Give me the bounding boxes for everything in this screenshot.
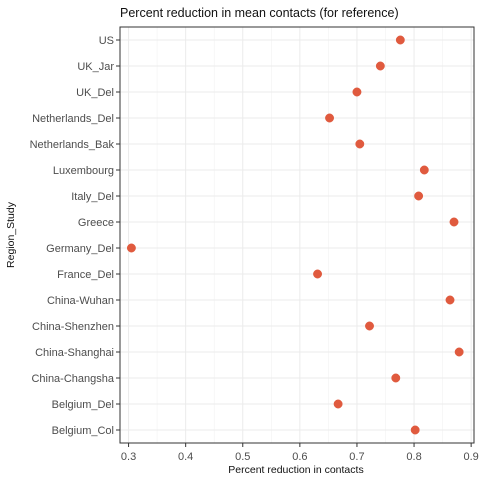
x-tick-label: 0.8 [406, 451, 421, 463]
data-point [395, 35, 405, 45]
data-point [313, 269, 323, 279]
data-point [375, 61, 385, 71]
data-point [325, 113, 334, 123]
plot-layer: 0.3 0.4 0.5 0.6 0.7 0.8 0.9 US UK_Jar UK_Del Nethe… [30, 26, 479, 463]
data-point [419, 165, 429, 175]
data-point [454, 347, 464, 357]
y-tick-label: China-Changsha [31, 373, 114, 385]
data-point [445, 295, 455, 305]
x-tick-label: 0.9 [463, 451, 478, 463]
y-tick-label: UK_Del [76, 87, 114, 99]
y-tick-label: China-Shanghai [35, 347, 114, 359]
y-tick-label: Italy_Del [71, 191, 114, 203]
y-tick-label: Netherlands_Bak [30, 139, 115, 151]
data-point [333, 399, 343, 409]
x-axis-label: Percent reduction in contacts [228, 464, 363, 476]
y-tick-label: Belgium_Col [52, 425, 114, 437]
y-tick-label: Germany_Del [46, 243, 114, 255]
y-tick-label: US [99, 35, 114, 47]
x-tick-label: 0.3 [121, 451, 136, 463]
x-tick-label: 0.6 [292, 451, 307, 463]
plot-background [120, 27, 474, 443]
x-tick-label: 0.7 [349, 451, 364, 463]
y-tick-label: Luxembourg [53, 165, 114, 177]
data-point [449, 217, 459, 227]
data-point [355, 139, 365, 149]
x-tick-label: 0.4 [178, 451, 193, 463]
data-point [126, 243, 136, 253]
data-point [410, 425, 420, 435]
data-point [352, 87, 362, 97]
y-tick-label: China-Wuhan [47, 295, 114, 307]
data-point [365, 321, 374, 331]
y-tick-label: Greece [78, 217, 114, 229]
y-tick-label: Netherlands_Del [32, 113, 114, 125]
data-point [391, 373, 401, 383]
y-tick-label: France_Del [57, 269, 114, 281]
y-tick-label: UK_Jar [77, 61, 114, 73]
y-axis-label: Region_Study [5, 201, 17, 268]
x-tick-label: 0.5 [235, 451, 250, 463]
chart-title: Percent reduction in mean contacts (for … [120, 6, 399, 20]
y-tick-label: China-Shenzhen [32, 321, 114, 333]
data-point [414, 191, 424, 201]
plot-panel-border [119, 26, 475, 444]
y-tick-label: Belgium_Del [52, 399, 114, 411]
